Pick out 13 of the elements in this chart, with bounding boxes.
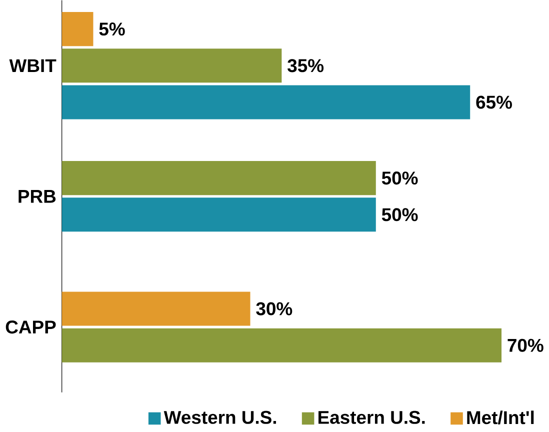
- y-tick-label: WBIT: [9, 59, 56, 72]
- data-label: 70%: [508, 338, 544, 352]
- legend-label: Western U.S.: [164, 410, 276, 424]
- legend-label: Eastern U.S.: [318, 410, 425, 424]
- y-tick-label: CAPP: [6, 320, 56, 334]
- data-label: 5%: [99, 22, 125, 36]
- legend-label: Met/Int'l: [467, 410, 534, 424]
- data-label: 35%: [288, 58, 324, 72]
- data-label: 30%: [256, 302, 292, 316]
- data-label: 65%: [476, 96, 512, 109]
- data-label: 50%: [382, 208, 418, 221]
- data-label: 50%: [382, 171, 418, 184]
- y-tick-label: PRB: [18, 190, 56, 202]
